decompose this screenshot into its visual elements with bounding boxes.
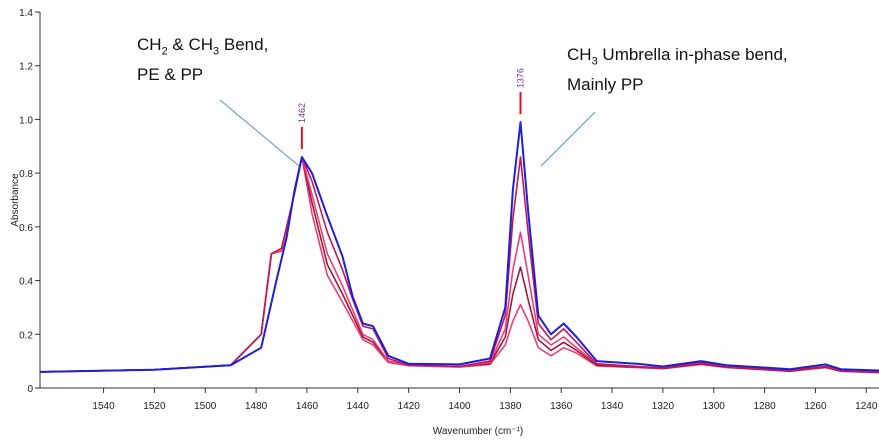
peak-marker-layer: 1462 1376 <box>297 68 526 150</box>
axis-layer: 1540 1520 1500 1480 1460 1440 1420 1400 1380 1360… <box>19 8 879 412</box>
x-tick-label: 1380 <box>499 401 522 412</box>
y-tick-label: 1.4 <box>19 8 33 19</box>
y-tick-label: 0.4 <box>19 277 33 288</box>
x-tick-label: 1260 <box>804 401 827 412</box>
annotation-ch2-ch3-bend-line2: PE & PP <box>137 65 204 85</box>
x-tick-label: 1520 <box>143 401 166 412</box>
annotation-ch3-umbrella: CH3 Umbrella in-phase bend, Mainly PP <box>567 43 788 97</box>
x-tick-label: 1280 <box>753 401 776 412</box>
peak-label-1462: 1462 <box>297 103 307 123</box>
x-tick-label: 1320 <box>652 401 675 412</box>
x-tick-label: 1420 <box>398 401 421 412</box>
x-tick-label: 1240 <box>855 401 878 412</box>
x-tick-label: 1540 <box>92 401 115 412</box>
y-tick-label: 0.2 <box>19 330 33 341</box>
annotation-ch2-ch3-bend: CH2 & CH3 Bend, PE & PP <box>137 33 268 87</box>
leader-line-1376 <box>540 111 596 167</box>
y-tick-label: 1.2 <box>19 62 33 73</box>
x-tick-label: 1300 <box>703 401 726 412</box>
x-tick-label: 1500 <box>194 401 217 412</box>
series-line-1 <box>39 121 879 373</box>
peak-label-1376: 1376 <box>516 68 526 88</box>
y-tick-label: 1.0 <box>19 115 33 126</box>
series-layer <box>39 121 879 374</box>
y-tick-label: 0 <box>27 384 33 395</box>
y-tick-label: 0.6 <box>19 223 33 234</box>
x-tick-label: 1460 <box>296 401 319 412</box>
y-tick-label: 0.8 <box>19 169 33 180</box>
x-tick-label: 1340 <box>601 401 624 412</box>
annotation-ch2-ch3-bend-line1: CH2 & CH3 Bend, <box>137 35 269 58</box>
x-tick-label: 1360 <box>550 401 573 412</box>
annotation-ch3-umbrella-line2: Mainly PP <box>567 75 644 95</box>
x-tick-label: 1480 <box>245 401 268 412</box>
x-tick-label: 1400 <box>448 401 471 412</box>
x-tick-label: 1440 <box>347 401 370 412</box>
leader-line-1462 <box>219 99 300 167</box>
x-axis-title: Wavenumber (cm⁻¹) <box>433 426 523 437</box>
y-axis-title: Absorbance <box>10 173 21 227</box>
annotation-ch3-umbrella-line1: CH3 Umbrella in-phase bend, <box>567 45 788 68</box>
